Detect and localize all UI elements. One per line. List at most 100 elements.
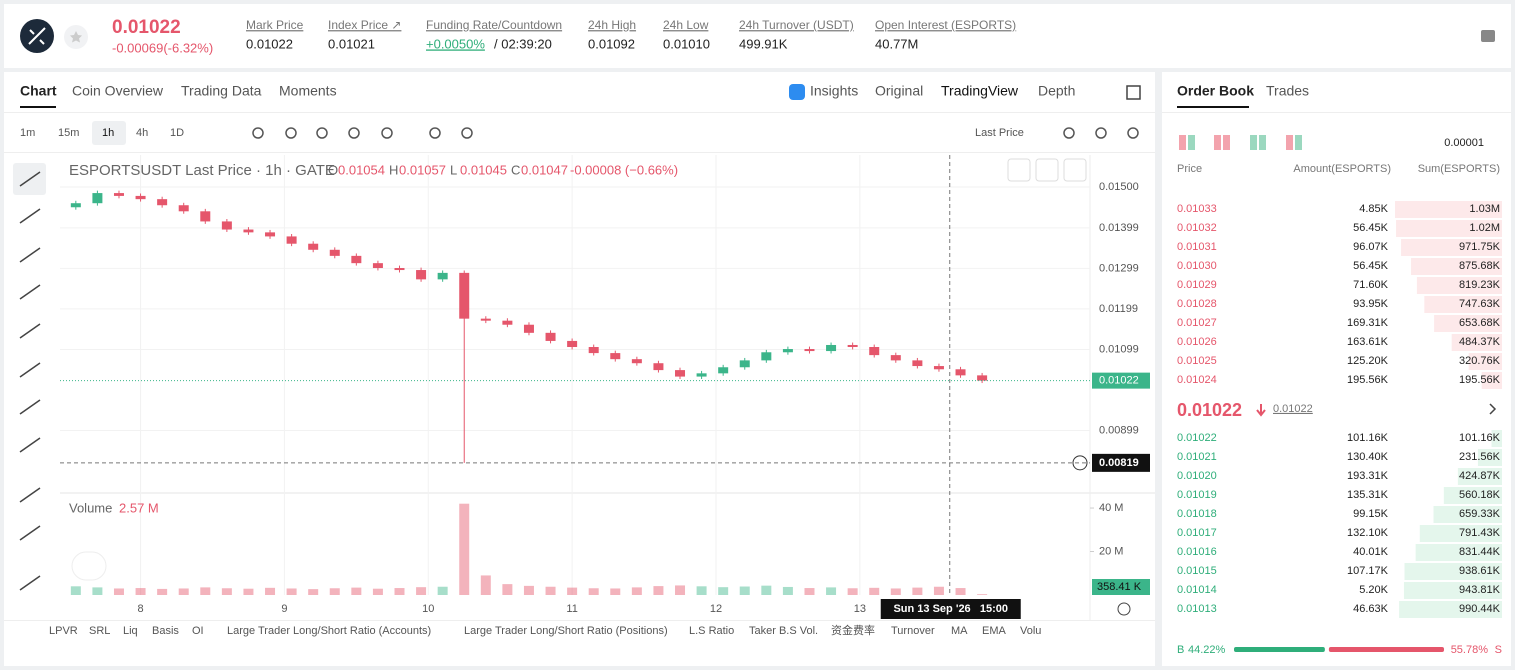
chart-tab[interactable]: Moments: [279, 83, 337, 99]
order-price[interactable]: 0.01029: [1177, 279, 1217, 291]
fullscreen-icon[interactable]: [1126, 85, 1141, 100]
indicator-button[interactable]: 资金费率: [831, 623, 875, 637]
order-price[interactable]: 0.01015: [1177, 565, 1217, 577]
indicator-button[interactable]: Basis: [152, 625, 179, 637]
order-price[interactable]: 0.01020: [1177, 470, 1217, 482]
interval-button[interactable]: 15m: [58, 127, 79, 139]
view-tab[interactable]: Depth: [1038, 83, 1075, 99]
layout-toggle[interactable]: [1286, 135, 1293, 150]
order-price[interactable]: 0.01014: [1177, 584, 1217, 596]
toolbar-icon[interactable]: [1063, 127, 1075, 139]
drawing-tool[interactable]: [19, 399, 41, 415]
view-tab[interactable]: TradingView: [941, 83, 1019, 99]
pane-button[interactable]: [1007, 158, 1031, 182]
column-header: Price: [1177, 163, 1202, 175]
chart-tab[interactable]: Coin Overview: [72, 83, 164, 99]
order-price[interactable]: 0.01025: [1177, 355, 1217, 367]
orderbook-tab[interactable]: Trades: [1266, 83, 1309, 99]
order-sum: 484.37K: [1459, 336, 1501, 348]
layout-toggle[interactable]: [1259, 135, 1266, 150]
indicator-button[interactable]: Liq: [123, 625, 138, 637]
price-source-select[interactable]: Last Price: [975, 127, 1024, 139]
volume-bar: [308, 589, 319, 595]
drawing-tool[interactable]: [19, 208, 41, 224]
tv-badge: [71, 551, 107, 581]
orderbook-tab[interactable]: Order Book: [1177, 83, 1254, 99]
drawing-tool[interactable]: [19, 247, 41, 263]
order-price[interactable]: 0.01024: [1177, 374, 1217, 386]
mark-price: 0.01022: [1273, 403, 1313, 415]
indicator-button[interactable]: SRL: [89, 625, 110, 637]
candle-body: [329, 249, 340, 256]
order-price[interactable]: 0.01031: [1177, 241, 1217, 253]
indicator-button[interactable]: Taker B.S Vol.: [749, 625, 818, 637]
settings-icon[interactable]: [1481, 30, 1495, 42]
indicator-button[interactable]: Turnover: [891, 625, 935, 637]
order-price[interactable]: 0.01021: [1177, 451, 1217, 463]
layout-toggle[interactable]: [1214, 135, 1221, 150]
drawing-tool[interactable]: [19, 575, 41, 591]
indicator-button[interactable]: MA: [951, 625, 968, 637]
drawing-tool[interactable]: [19, 437, 41, 453]
indicator-divider: [4, 620, 1155, 621]
drawing-tool[interactable]: [19, 487, 41, 503]
reset-button[interactable]: [1117, 602, 1131, 616]
toolbar-icon[interactable]: [381, 127, 393, 139]
toolbar-icon[interactable]: [316, 127, 328, 139]
precision-select[interactable]: 0.00001: [1444, 137, 1484, 149]
order-price[interactable]: 0.01019: [1177, 489, 1217, 501]
drawing-tool[interactable]: [19, 525, 41, 541]
order-price[interactable]: 0.01028: [1177, 298, 1217, 310]
layout-toggle[interactable]: [1250, 135, 1257, 150]
toolbar-icon[interactable]: [252, 127, 264, 139]
indicator-button[interactable]: Large Trader Long/Short Ratio (Accounts): [227, 625, 431, 637]
drawing-tool[interactable]: [19, 284, 41, 300]
layout-toggle[interactable]: [1223, 135, 1230, 150]
order-price[interactable]: 0.01018: [1177, 508, 1217, 520]
order-price[interactable]: 0.01017: [1177, 527, 1217, 539]
indicator-button[interactable]: OI: [192, 625, 204, 637]
indicator-button[interactable]: Volu: [1020, 625, 1041, 637]
order-price[interactable]: 0.01026: [1177, 336, 1217, 348]
order-price[interactable]: 0.01027: [1177, 317, 1217, 329]
candle-body: [696, 373, 707, 377]
toolbar-icon[interactable]: [1127, 127, 1139, 139]
indicator-button[interactable]: Large Trader Long/Short Ratio (Positions…: [464, 625, 668, 637]
chart-tab[interactable]: Chart: [20, 83, 57, 99]
indicator-button[interactable]: L.S Ratio: [689, 625, 734, 637]
pane-button[interactable]: [1035, 158, 1059, 182]
order-price[interactable]: 0.01032: [1177, 222, 1217, 234]
add-alert-button[interactable]: [1072, 455, 1088, 471]
drawing-tool[interactable]: [19, 171, 41, 187]
order-price[interactable]: 0.01030: [1177, 260, 1217, 272]
order-amount: 56.45K: [1353, 260, 1389, 272]
expand-arrow[interactable]: [1489, 403, 1497, 415]
price-change: -0.00069(-6.32%): [112, 40, 213, 55]
layout-toggle[interactable]: [1188, 135, 1195, 150]
interval-button[interactable]: 1D: [170, 127, 184, 139]
view-tab[interactable]: Insights: [810, 83, 858, 99]
pane-button[interactable]: [1063, 158, 1087, 182]
interval-button[interactable]: 4h: [136, 127, 148, 139]
drawing-tool[interactable]: [19, 362, 41, 378]
interval-button[interactable]: 1h: [102, 127, 114, 139]
order-price[interactable]: 0.01022: [1177, 432, 1217, 444]
toolbar-icon[interactable]: [285, 127, 297, 139]
layout-toggle[interactable]: [1295, 135, 1302, 150]
toolbar-icon[interactable]: [461, 127, 473, 139]
order-price[interactable]: 0.01013: [1177, 603, 1217, 615]
drawing-tool[interactable]: [19, 323, 41, 339]
candle-body: [70, 203, 81, 208]
view-tab[interactable]: Original: [875, 83, 923, 99]
toolbar-icon[interactable]: [1095, 127, 1107, 139]
layout-toggle[interactable]: [1179, 135, 1186, 150]
chart-tab[interactable]: Trading Data: [181, 83, 262, 99]
toolbar-icon[interactable]: [429, 127, 441, 139]
indicator-button[interactable]: LPVR: [49, 625, 78, 637]
order-price[interactable]: 0.01033: [1177, 203, 1217, 215]
indicator-button[interactable]: EMA: [982, 625, 1007, 637]
order-price[interactable]: 0.01016: [1177, 546, 1217, 558]
x-tick-label: 13: [854, 603, 866, 615]
interval-button[interactable]: 1m: [20, 127, 35, 139]
toolbar-icon[interactable]: [348, 127, 360, 139]
